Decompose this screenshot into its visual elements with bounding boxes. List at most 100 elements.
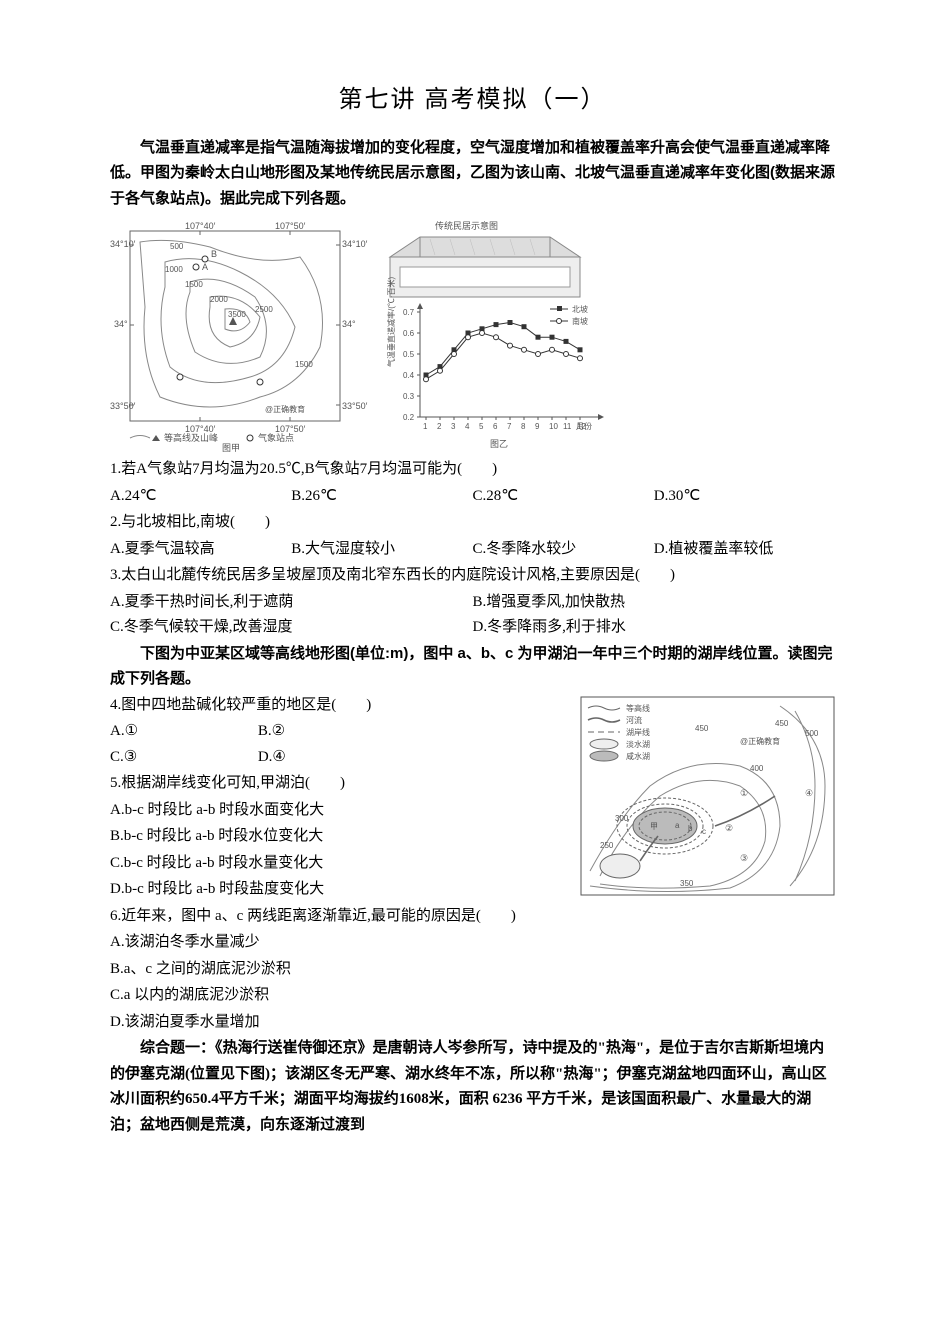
svg-text:9: 9	[535, 422, 540, 431]
q6-opt-c: C.a 以内的湖底泥沙淤积	[110, 983, 835, 1009]
svg-text:400: 400	[750, 764, 764, 773]
legend-south: 南坡	[572, 316, 588, 326]
intro-2: 下图为中亚某区域等高线地形图(单位:m)，图中 a、b、c 为甲湖泊一年中三个时…	[110, 641, 835, 692]
q3-opt-d: D.冬季降雨多,利于排水	[473, 615, 836, 641]
lecture-title: 第七讲 高考模拟（一）	[110, 80, 835, 121]
svg-text:500: 500	[805, 729, 819, 738]
q1-opt-d: D.30℃	[654, 484, 835, 510]
figure-2: 等高线 河流 湖岸线 淡水湖 咸水湖 @正确教育 500 450	[580, 696, 835, 906]
q6-opt-d: D.该湖泊夏季水量增加	[110, 1010, 835, 1036]
q1-opt-b: B.26℃	[291, 484, 472, 510]
q6-opt-a: A.该湖泊冬季水量减少	[110, 930, 835, 956]
q1-options: A.24℃ B.26℃ C.28℃ D.30℃	[110, 484, 835, 510]
figure-1-svg: 107°40′ 107°50′ 107°40′ 107°50′ 34°10′ 3…	[110, 217, 610, 453]
lat-3r: 33°50′	[342, 401, 368, 411]
legend-station: 气象站点	[258, 432, 294, 443]
svg-text:③: ③	[740, 853, 748, 863]
svg-text:250: 250	[600, 841, 614, 850]
q4-opt-d: D.④	[258, 745, 406, 771]
svg-text:450: 450	[695, 724, 709, 733]
svg-text:2: 2	[437, 422, 442, 431]
label-jia: 甲	[650, 822, 658, 831]
q2-opt-a: A.夏季气温较高	[110, 537, 291, 563]
q3-opt-a: A.夏季干热时间长,利于遮荫	[110, 590, 473, 616]
q3-stem: 3.太白山北麓传统民居多呈坡屋顶及南北窄东西长的内庭院设计风格,主要原因是( )	[110, 563, 835, 589]
q2-opt-c: C.冬季降水较少	[473, 537, 654, 563]
q3-opt-c: C.冬季气候较干燥,改善湿度	[110, 615, 473, 641]
svg-text:8: 8	[521, 422, 526, 431]
house-label: 传统民居示意图	[435, 220, 498, 231]
lat-2: 34°	[114, 319, 128, 329]
watermark-2: @正确教育	[740, 736, 780, 746]
lon-2: 107°50′	[275, 221, 306, 231]
svg-text:0.2: 0.2	[403, 413, 415, 422]
q2-opt-d: D.植被覆盖率较低	[654, 537, 835, 563]
svg-text:a: a	[675, 821, 680, 830]
lat-1r: 34°10′	[342, 239, 368, 249]
q4-opt-a: A.①	[110, 719, 258, 745]
svg-text:0.4: 0.4	[403, 371, 415, 380]
figure-1: 107°40′ 107°50′ 107°40′ 107°50′ 34°10′ 3…	[110, 217, 835, 453]
lat-1: 34°10′	[110, 239, 136, 249]
page-root: 第七讲 高考模拟（一） 气温垂直递减率是指气温随海拔增加的变化程度，空气湿度增加…	[0, 0, 945, 1198]
svg-text:2500: 2500	[255, 305, 273, 314]
svg-text:④: ④	[805, 788, 813, 798]
svg-text:10: 10	[549, 422, 558, 431]
svg-text:4: 4	[465, 422, 470, 431]
q1-stem: 1.若A气象站7月均温为20.5℃,B气象站7月均温可能为( )	[110, 457, 835, 483]
q4-opt-c: C.③	[110, 745, 258, 771]
legend-contour: 等高线及山峰	[164, 432, 218, 443]
q2-options: A.夏季气温较高 B.大气湿度较小 C.冬季降水较少 D.植被覆盖率较低	[110, 537, 835, 563]
y-axis-label: 气温垂直递减率/(℃·百米)	[386, 277, 396, 368]
lat-3: 33°50′	[110, 401, 136, 411]
svg-text:2000: 2000	[210, 295, 228, 304]
q1-opt-a: A.24℃	[110, 484, 291, 510]
intro-paragraph: 气温垂直递减率是指气温随海拔增加的变化程度，空气湿度增加和植被覆盖率升高会使气温…	[110, 135, 835, 212]
svg-text:5: 5	[479, 422, 484, 431]
svg-text:淡水湖: 淡水湖	[626, 739, 650, 749]
essay-intro: 综合题一：《热海行送崔侍御还京》是唐朝诗人岑参所写，诗中提及的"热海"，是位于吉…	[110, 1036, 835, 1138]
svg-text:300: 300	[615, 814, 629, 823]
svg-text:450: 450	[775, 719, 789, 728]
svg-text:0.5: 0.5	[403, 350, 415, 359]
svg-text:湖岸线: 湖岸线	[626, 727, 650, 737]
station-b: B	[211, 249, 217, 259]
svg-text:等高线: 等高线	[626, 703, 650, 713]
svg-text:3: 3	[451, 422, 456, 431]
map-label: 图甲	[222, 443, 240, 453]
q6-opt-b: B.a、c 之间的湖底泥沙淤积	[110, 957, 835, 983]
legend-north: 北坡	[572, 304, 588, 314]
svg-text:11: 11	[563, 422, 572, 431]
q4-opt-b: B.②	[258, 719, 406, 745]
svg-text:b: b	[688, 824, 693, 833]
svg-text:0.6: 0.6	[403, 329, 415, 338]
svg-text:①: ①	[740, 788, 748, 798]
station-a: A	[202, 262, 208, 272]
svg-text:0.7: 0.7	[403, 308, 415, 317]
svg-text:1500: 1500	[295, 360, 313, 369]
lat-2r: 34°	[342, 319, 356, 329]
svg-text:②: ②	[725, 823, 733, 833]
q3-options: A.夏季干热时间长,利于遮荫 B.增强夏季风,加快散热 C.冬季气候较干燥,改善…	[110, 590, 835, 641]
svg-text:c: c	[702, 827, 706, 836]
figure-2-svg: 等高线 河流 湖岸线 淡水湖 咸水湖 @正确教育 500 450	[580, 696, 835, 896]
svg-text:6: 6	[493, 422, 498, 431]
q2-opt-b: B.大气湿度较小	[291, 537, 472, 563]
lon-1: 107°40′	[185, 221, 216, 231]
svg-text:350: 350	[680, 879, 694, 888]
svg-text:1500: 1500	[185, 280, 203, 289]
svg-text:7: 7	[507, 422, 512, 431]
svg-text:1000: 1000	[165, 265, 183, 274]
q3-opt-b: B.增强夏季风,加快散热	[473, 590, 836, 616]
q2-stem: 2.与北坡相比,南坡( )	[110, 510, 835, 536]
x-axis-label: 月份	[576, 421, 592, 431]
q1-opt-c: C.28℃	[473, 484, 654, 510]
svg-text:0.3: 0.3	[403, 392, 415, 401]
q4-options: A.① B.②	[110, 719, 572, 745]
watermark-1: @正确教育	[265, 404, 305, 414]
svg-text:咸水湖: 咸水湖	[626, 751, 650, 761]
svg-text:500: 500	[170, 242, 184, 251]
svg-text:河流: 河流	[626, 715, 642, 725]
svg-text:3500: 3500	[228, 310, 246, 319]
chart-label: 图乙	[490, 439, 508, 449]
